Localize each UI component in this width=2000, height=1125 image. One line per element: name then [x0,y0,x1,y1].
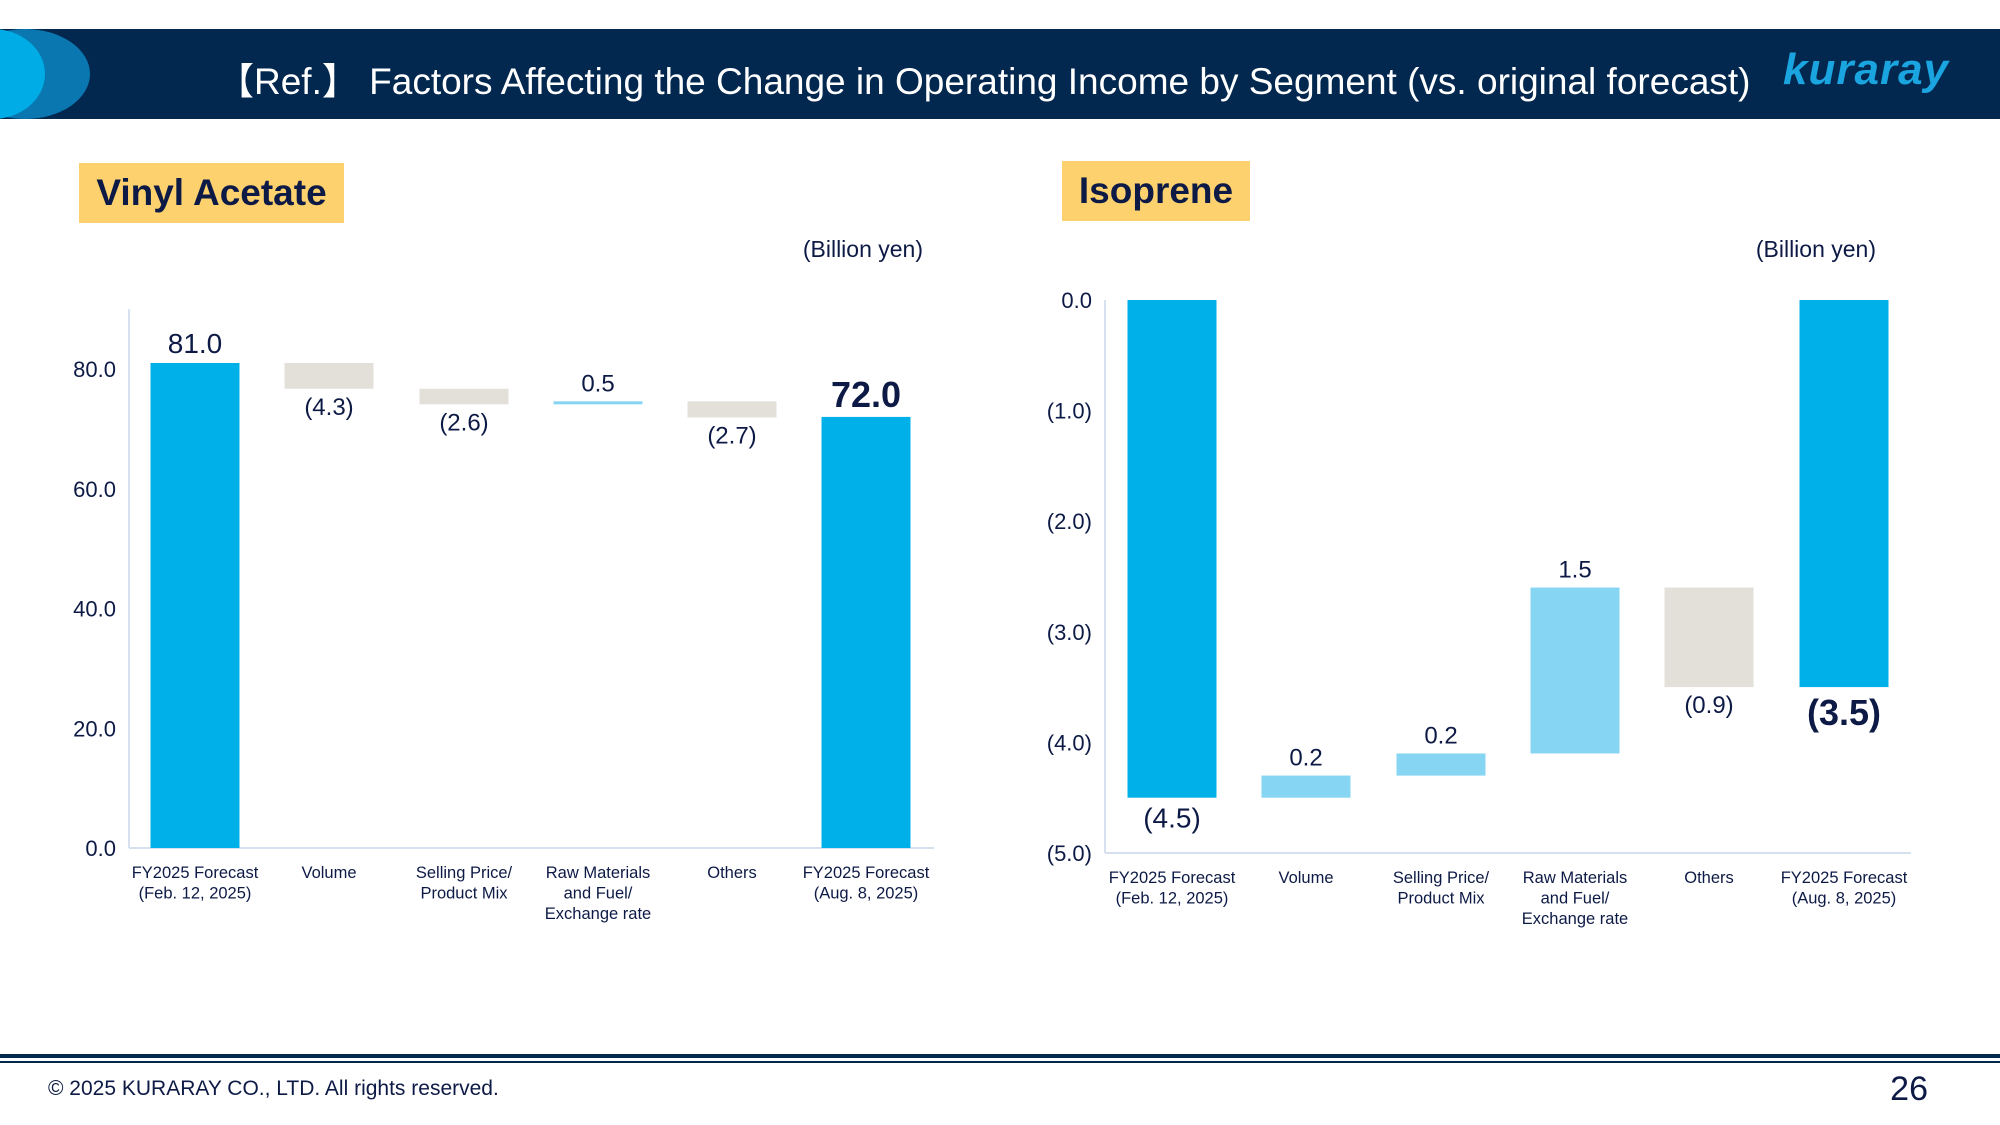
footer-divider-bottom [0,1061,2000,1063]
category-label: FY2025 Forecast (Aug. 8, 2025) [1781,869,1908,908]
y-tick-label: 60.0 [73,477,116,502]
data-label: (0.9) [1684,692,1733,719]
data-label: (2.7) [707,422,756,449]
waterfall-bar [419,388,509,405]
y-tick-label: 20.0 [73,716,116,741]
category-label: FY2025 Forecast (Feb. 12, 2025) [1109,869,1236,908]
y-tick-label: 40.0 [73,597,116,622]
page-title: 【Ref.】 Factors Affecting the Change in O… [217,61,1751,102]
category-label: Others [1684,869,1734,887]
waterfall-bar [1664,587,1754,688]
category-label: Others [707,864,757,882]
segment-label-vinyl-acetate: Vinyl Acetate [79,163,344,223]
waterfall-bar [1530,587,1620,754]
copyright: © 2025 KURARAY CO., LTD. All rights rese… [48,1077,499,1100]
waterfall-bar [553,401,643,405]
data-label: (4.5) [1143,803,1201,834]
category-label: Volume [1278,869,1333,887]
data-label: (3.5) [1807,692,1881,733]
y-tick-label: (3.0) [1047,620,1092,645]
unit-label-left: (Billion yen) [802,236,923,262]
waterfall-bar [150,363,240,848]
data-label: 0.5 [581,370,614,397]
y-tick-label: (5.0) [1047,841,1092,866]
y-tick-label: (2.0) [1047,509,1092,534]
category-label: FY2025 Forecast (Aug. 8, 2025) [803,864,930,903]
y-tick-label: 0.0 [85,836,116,861]
segment-label-isoprene: Isoprene [1062,161,1250,221]
category-label: Selling Price/Product Mix [416,864,513,903]
data-label: (4.3) [304,394,353,421]
data-label: 72.0 [831,374,901,415]
waterfall-bar [1127,300,1217,798]
waterfall-bar [687,401,777,418]
category-label: Raw Materials and Fuel/Exchange rate [545,864,651,923]
unit-label-right: (Billion yen) [1755,236,1876,262]
waterfall-bar [284,363,374,389]
page-number: 26 [1890,1070,1928,1108]
y-tick-label: 0.0 [1061,288,1092,313]
waterfall-bar [821,416,911,848]
category-label: Selling Price/Product Mix [1393,869,1490,908]
category-label: Raw Materials and Fuel/Exchange rate [1522,869,1628,928]
data-label: 0.2 [1289,745,1322,772]
data-label: (2.6) [439,409,488,436]
y-tick-label: 80.0 [73,357,116,382]
data-label: 0.2 [1424,722,1457,749]
waterfall-bar [1261,775,1351,798]
footer-divider-top [0,1054,2000,1058]
waterfall-bar [1799,300,1889,688]
header-bar: 【Ref.】 Factors Affecting the Change in O… [0,29,2000,119]
data-label: 1.5 [1558,557,1591,584]
category-label: FY2025 Forecast (Feb. 12, 2025) [132,864,259,903]
data-label: 81.0 [168,328,223,359]
kuraray-logo: kuraray [1783,45,1950,94]
waterfall-bar [1396,753,1486,776]
y-tick-label: (1.0) [1047,399,1092,424]
y-tick-label: (4.0) [1047,730,1092,755]
category-label: Volume [301,864,356,882]
